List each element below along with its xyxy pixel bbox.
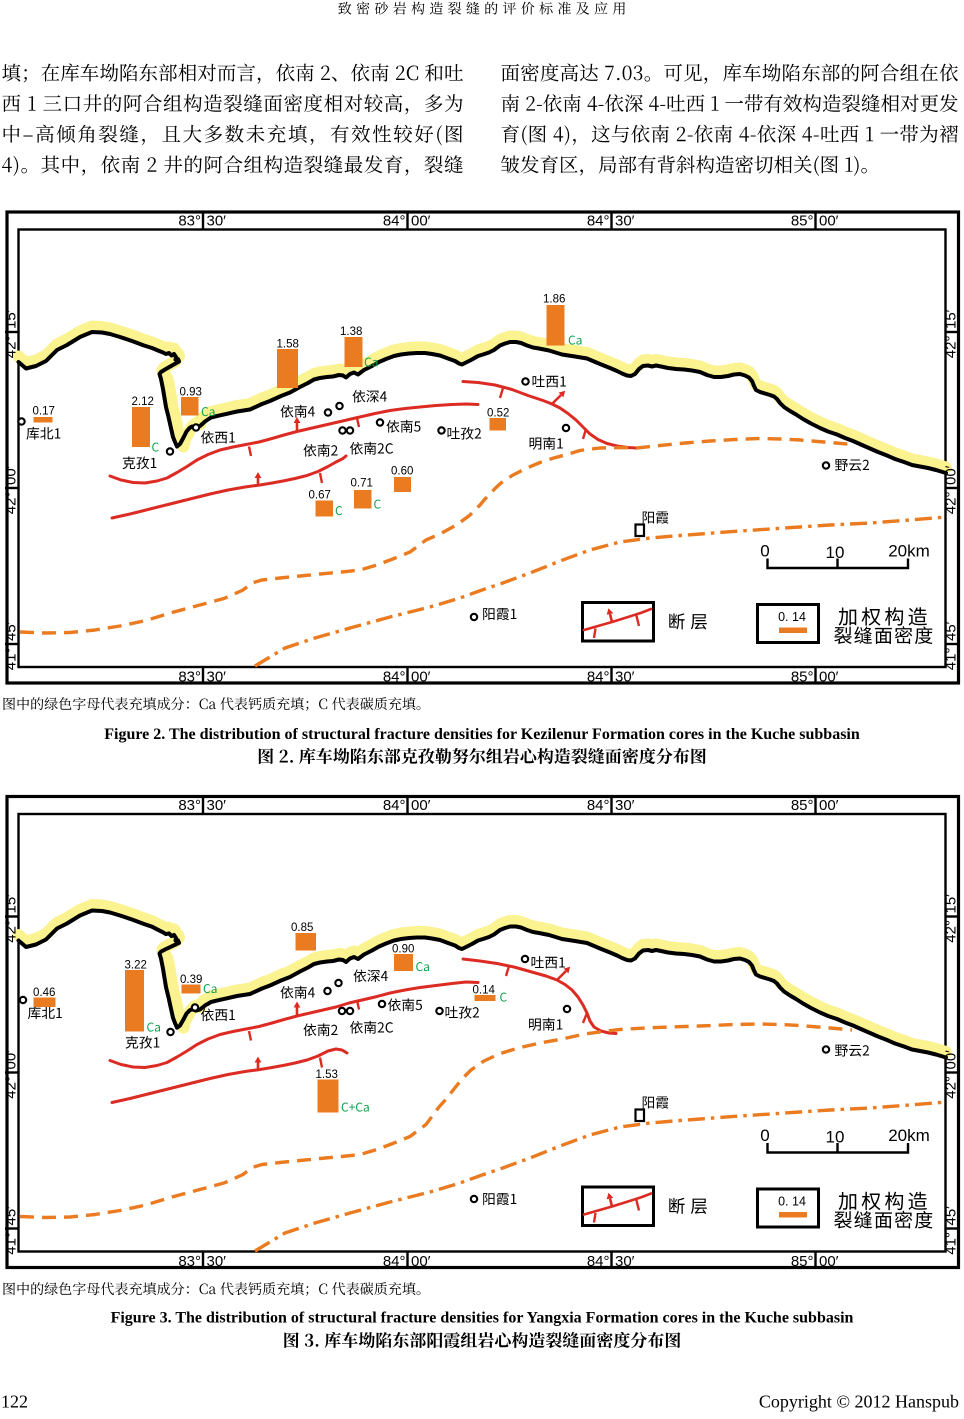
svg-text:00′: 00′	[943, 465, 960, 485]
svg-text:0: 0	[760, 542, 769, 561]
svg-text:45′: 45′	[943, 1206, 960, 1226]
svg-text:15′: 15′	[3, 894, 20, 914]
svg-text:20km: 20km	[888, 1126, 930, 1145]
svg-text:0.85: 0.85	[291, 922, 313, 934]
svg-text:30′: 30′	[207, 213, 227, 230]
svg-text:0.93: 0.93	[180, 387, 202, 399]
svg-text:10: 10	[826, 1128, 845, 1147]
svg-text:30′: 30′	[615, 797, 635, 814]
svg-text:0. 14: 0. 14	[778, 1195, 806, 1209]
svg-text:84°: 84°	[587, 797, 610, 814]
svg-text:45′: 45′	[943, 621, 960, 641]
svg-text:00′: 00′	[411, 669, 431, 686]
svg-text:41°: 41°	[3, 648, 20, 671]
svg-text:42°: 42°	[943, 336, 960, 359]
svg-text:Figure 2. The distribution of: Figure 2. The distribution of structural…	[104, 726, 860, 743]
svg-text:1.58: 1.58	[277, 339, 299, 351]
svg-text:42°: 42°	[3, 492, 20, 515]
svg-text:42°: 42°	[3, 1076, 20, 1099]
svg-text:00′: 00′	[411, 213, 431, 230]
svg-text:0.14: 0.14	[473, 985, 496, 997]
svg-text:45′: 45′	[3, 1206, 20, 1226]
svg-text:30′: 30′	[207, 669, 227, 686]
svg-text:1.86: 1.86	[543, 294, 565, 306]
svg-text:85°: 85°	[791, 1253, 814, 1270]
svg-text:0.90: 0.90	[392, 944, 414, 956]
svg-text:42°: 42°	[943, 492, 960, 515]
svg-text:85°: 85°	[791, 669, 814, 686]
svg-text:Figure 3. The distribution of: Figure 3. The distribution of structural…	[111, 1310, 854, 1327]
svg-text:0.60: 0.60	[391, 466, 413, 478]
svg-text:20km: 20km	[888, 542, 930, 561]
svg-text:84°: 84°	[383, 669, 406, 686]
svg-text:83°: 83°	[178, 213, 201, 230]
svg-text:15′: 15′	[3, 309, 20, 329]
svg-text:83°: 83°	[178, 1253, 201, 1270]
svg-text:84°: 84°	[383, 797, 406, 814]
svg-text:30′: 30′	[207, 1253, 227, 1270]
svg-text:00′: 00′	[411, 1253, 431, 1270]
svg-text:15′: 15′	[943, 894, 960, 914]
svg-text:00′: 00′	[819, 797, 839, 814]
svg-text:83°: 83°	[178, 669, 201, 686]
svg-text:00′: 00′	[943, 1050, 960, 1070]
svg-text:42°: 42°	[943, 1076, 960, 1099]
svg-text:0. 14: 0. 14	[778, 610, 806, 624]
svg-text:15′: 15′	[943, 309, 960, 329]
svg-text:Copyright © 2012 Hanspub: Copyright © 2012 Hanspub	[759, 1392, 959, 1412]
svg-text:0.39: 0.39	[180, 974, 202, 986]
svg-text:0.71: 0.71	[351, 478, 373, 490]
svg-text:42°: 42°	[3, 336, 20, 359]
svg-text:0.52: 0.52	[487, 408, 509, 420]
svg-text:00′: 00′	[819, 669, 839, 686]
svg-text:10: 10	[826, 543, 845, 562]
svg-text:30′: 30′	[615, 1253, 635, 1270]
svg-text:00′: 00′	[411, 797, 431, 814]
svg-text:85°: 85°	[791, 797, 814, 814]
svg-text:3.22: 3.22	[125, 960, 147, 972]
svg-text:00′: 00′	[819, 213, 839, 230]
svg-text:83°: 83°	[178, 797, 201, 814]
svg-text:45′: 45′	[3, 621, 20, 641]
svg-text:0: 0	[760, 1126, 769, 1145]
svg-text:42°: 42°	[3, 920, 20, 943]
svg-text:0.17: 0.17	[33, 406, 55, 418]
svg-text:42°: 42°	[943, 920, 960, 943]
svg-text:84°: 84°	[587, 213, 610, 230]
svg-text:84°: 84°	[383, 213, 406, 230]
svg-text:2.12: 2.12	[132, 396, 154, 408]
svg-text:30′: 30′	[207, 797, 227, 814]
svg-text:0.67: 0.67	[309, 490, 331, 502]
svg-text:1.53: 1.53	[316, 1069, 338, 1081]
svg-text:30′: 30′	[615, 669, 635, 686]
svg-text:00′: 00′	[3, 465, 20, 485]
svg-text:00′: 00′	[819, 1253, 839, 1270]
svg-text:1.38: 1.38	[340, 326, 362, 338]
svg-text:41°: 41°	[943, 1232, 960, 1255]
svg-text:84°: 84°	[587, 669, 610, 686]
svg-text:41°: 41°	[943, 648, 960, 671]
svg-text:41°: 41°	[3, 1232, 20, 1255]
svg-text:85°: 85°	[791, 213, 814, 230]
svg-text:84°: 84°	[383, 1253, 406, 1270]
svg-text:122: 122	[1, 1392, 28, 1412]
svg-text:00′: 00′	[3, 1050, 20, 1070]
svg-text:84°: 84°	[587, 1253, 610, 1270]
svg-text:30′: 30′	[615, 213, 635, 230]
svg-text:0.46: 0.46	[33, 987, 55, 999]
